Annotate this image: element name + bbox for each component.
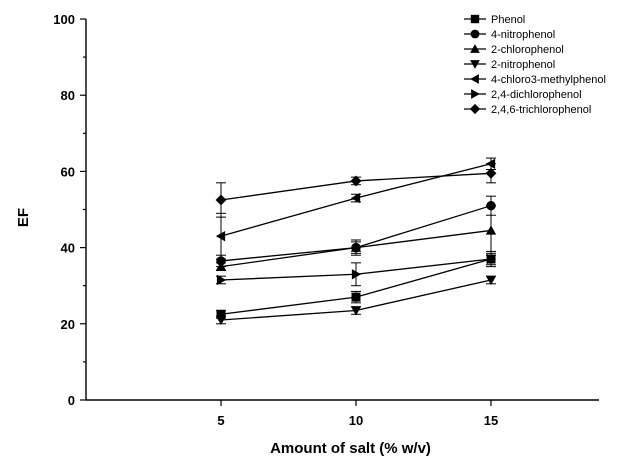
y-axis-title: EF [15,208,32,227]
x-axis-ticks: 5 10 15 [217,400,498,428]
triangle-right-marker [486,253,497,265]
triangle-down-marker [350,306,362,316]
legend-label: Phenol [491,14,525,26]
legend-label: 2-nitrophenol [491,59,555,71]
y-tick-label: 60 [61,164,75,179]
y-tick-label: 40 [61,241,75,256]
triangle-right-marker [351,269,362,280]
legend-item: 2,4,6-trichlorophenol [464,103,591,116]
y-tick-label: 0 [68,393,75,408]
legend: Phenol 4-nitrophenol 2-chlorophenol 2-nitro… [464,14,606,116]
y-tick-label: 20 [61,317,75,332]
legend-item: Phenol [464,14,525,26]
triangle-down-marker [485,275,497,286]
x-axis-title: Amount of salt (% w/v) [270,440,431,457]
legend-label: 2-chlorophenol [491,44,564,56]
legend-label: 2,4,6-trichlorophenol [491,104,591,116]
square-marker [216,309,226,319]
x-tick-label: 5 [217,413,224,428]
x-tick-label: 15 [484,413,498,428]
triangle-up-marker [485,225,497,235]
y-tick-label: 80 [61,88,75,103]
triangle-down-marker [470,60,480,69]
legend-item: 4-chloro3-methylphenol [464,74,606,86]
y-axis-ticks: 0 20 40 60 80 100 [53,12,86,408]
legend-label: 4-chloro3-methylphenol [491,74,606,86]
series-group [215,157,497,326]
legend-item: 2,4-dichlorophenol [464,89,582,101]
triangle-right-marker [216,274,227,286]
y-tick-label: 100 [53,12,75,27]
triangle-down-marker [215,315,227,326]
square-marker [470,14,480,24]
legend-label: 2,4-dichlorophenol [491,89,582,101]
legend-item: 2-chlorophenol [464,44,564,56]
diamond-marker [350,175,362,187]
series-4 [215,275,497,326]
triangle-up-marker [470,44,480,53]
circle-marker [470,29,480,39]
diamond-marker [215,194,227,206]
triangle-left-marker [470,74,479,84]
series-7 [215,163,497,218]
triangle-up-marker [350,242,362,252]
diamond-marker [469,103,481,115]
legend-item: 2-nitrophenol [464,59,555,71]
series-2 [216,195,496,268]
triangle-left-marker [350,192,361,204]
legend-item: 4-nitrophenol [464,29,555,41]
x-tick-label: 10 [349,413,363,428]
triangle-up-marker [215,261,227,271]
series-3 [215,205,497,271]
diamond-marker [485,167,497,179]
series-6 [216,250,497,287]
triangle-left-marker [215,230,226,242]
triangle-right-marker [471,89,480,99]
legend-label: 4-nitrophenol [491,29,555,41]
square-marker [351,292,361,302]
